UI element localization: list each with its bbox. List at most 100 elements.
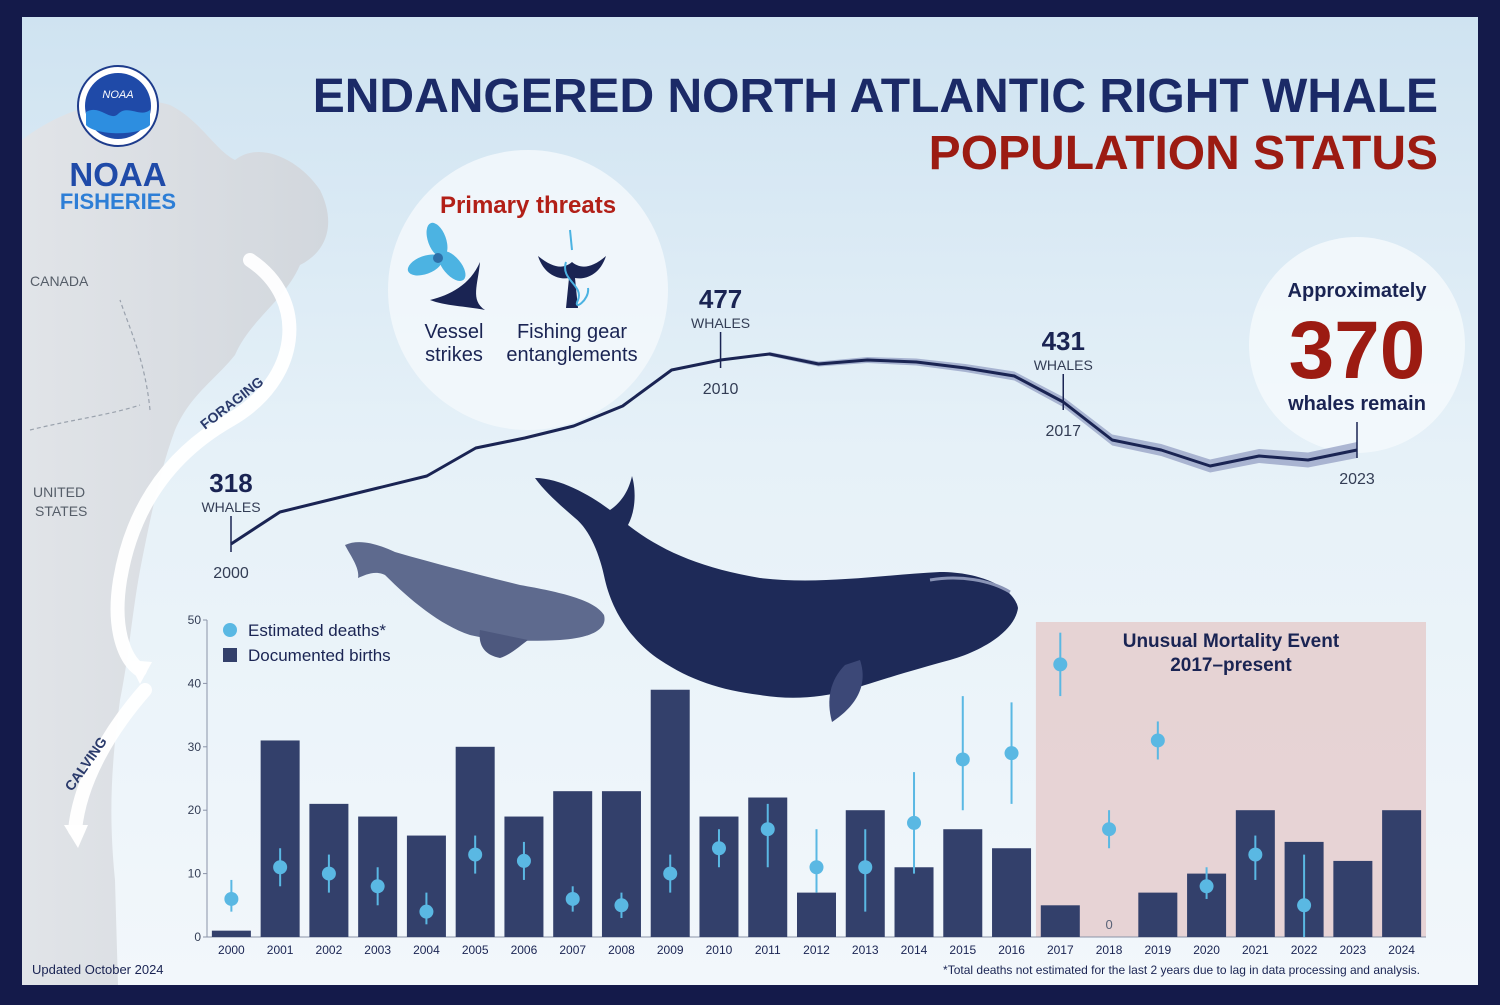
- threats-circle: [388, 150, 668, 430]
- east-coast-map: CANADA UNITED STATES FORAGING CALVING: [22, 99, 329, 986]
- birth-bar: [650, 689, 690, 937]
- birth-bar: [1138, 892, 1178, 937]
- remaining-top: Approximately: [1288, 280, 1428, 302]
- updated-date: Updated October 2024: [32, 962, 164, 977]
- whale-illustration: [345, 476, 1018, 722]
- population-value-label: 431: [1042, 326, 1085, 356]
- population-year-label: 2023: [1339, 471, 1375, 488]
- population-unit-label: WHALES: [1034, 357, 1093, 373]
- threat-vessel-line2: strikes: [425, 344, 483, 366]
- callosity-icon: [929, 576, 1011, 594]
- threat-vessel-line1: Vessel: [425, 321, 484, 343]
- whales-remaining-panel: Approximately 370 whales remain: [1249, 237, 1465, 453]
- y-tick-label: 0: [194, 930, 201, 944]
- whale-tail-gear-icon: [538, 229, 606, 308]
- death-point: [370, 879, 385, 894]
- death-point: [809, 860, 824, 875]
- population-line: [230, 352, 1358, 546]
- population-unit-label: WHALES: [691, 315, 750, 331]
- x-tick-label: 2014: [901, 943, 928, 957]
- x-tick-label: 2022: [1291, 943, 1318, 957]
- remaining-number: 370: [1289, 305, 1426, 396]
- x-tick-label: 2010: [706, 943, 733, 957]
- y-tick-label: 20: [188, 803, 202, 817]
- death-point: [614, 898, 629, 913]
- x-tick-label: 2006: [511, 943, 538, 957]
- calf-fin-icon: [479, 630, 528, 658]
- remaining-bottom: whales remain: [1287, 393, 1426, 415]
- map-label-united: UNITED: [33, 484, 85, 500]
- population-year-label: 2010: [703, 381, 739, 398]
- x-tick-label: 2018: [1096, 943, 1123, 957]
- logo-noaa: NOAA: [69, 156, 166, 193]
- legend-deaths-marker: [223, 623, 237, 637]
- birth-bar: [1382, 810, 1422, 937]
- death-point: [1150, 733, 1165, 748]
- birth-bar: [1333, 860, 1373, 937]
- birth-bar: [796, 892, 837, 937]
- arrowhead-icon: [128, 660, 152, 684]
- threat-gear-line2: entanglements: [506, 344, 637, 366]
- x-tick-label: 2005: [462, 943, 489, 957]
- threats-title: Primary threats: [440, 192, 616, 219]
- death-point: [565, 891, 580, 906]
- page-title: ENDANGERED NORTH ATLANTIC RIGHT WHALE: [313, 70, 1438, 123]
- map-label-canada: CANADA: [30, 273, 89, 289]
- y-tick-label: 40: [188, 676, 202, 690]
- death-point: [1199, 879, 1214, 894]
- adult-whale-icon: [535, 476, 1018, 698]
- death-point: [1248, 847, 1263, 862]
- birth-bar: [211, 930, 251, 937]
- death-point: [1102, 822, 1117, 837]
- seagull-wave-icon: [86, 109, 150, 134]
- death-point: [858, 860, 873, 875]
- arrowhead-icon: [64, 825, 88, 848]
- population-unit-label: WHALES: [201, 499, 260, 515]
- x-tick-label: 2008: [608, 943, 635, 957]
- death-point: [273, 860, 288, 875]
- birth-bar: [894, 867, 934, 937]
- logo-fisheries: FISHERIES: [60, 189, 176, 214]
- death-point: [516, 853, 531, 868]
- logo-badge: NOAA: [102, 89, 133, 101]
- death-point: [1053, 657, 1068, 672]
- population-line-chart: 2000318WHALES2010477WHALES2017431WHALES2…: [201, 284, 1374, 582]
- legend-births-label: Documented births: [248, 646, 391, 665]
- remaining-circle: [1249, 237, 1465, 453]
- death-point: [321, 866, 336, 881]
- population-value-label: 318: [209, 468, 252, 498]
- birth-bar: [1040, 905, 1080, 937]
- x-tick-label: 2020: [1193, 943, 1220, 957]
- map-label-states: STATES: [35, 503, 87, 519]
- x-tick-label: 2002: [316, 943, 343, 957]
- propeller-icon: [407, 222, 485, 310]
- death-point: [1004, 746, 1019, 761]
- x-tick-label: 2011: [755, 943, 781, 957]
- legend-births-marker: [223, 648, 237, 662]
- x-tick-label: 2003: [364, 943, 391, 957]
- y-tick-label: 30: [188, 740, 202, 754]
- x-tick-label: 2016: [998, 943, 1025, 957]
- x-tick-label: 2019: [1144, 943, 1171, 957]
- noaa-logo: NOAA NOAA FISHERIES: [60, 65, 176, 214]
- x-tick-label: 2017: [1047, 943, 1074, 957]
- x-tick-label: 2009: [657, 943, 684, 957]
- legend-deaths-label: Estimated deaths*: [248, 621, 386, 640]
- y-tick-label: 50: [188, 613, 202, 627]
- death-point: [419, 904, 434, 919]
- x-tick-label: 2007: [559, 943, 586, 957]
- death-point: [1297, 898, 1312, 913]
- ume-subtitle: 2017–present: [1170, 655, 1292, 676]
- death-point: [760, 822, 775, 837]
- x-tick-label: 2004: [413, 943, 440, 957]
- x-tick-label: 2024: [1388, 943, 1415, 957]
- death-point: [224, 891, 239, 906]
- calf-whale-icon: [345, 542, 605, 641]
- population-value-label: 477: [699, 284, 742, 314]
- x-tick-label: 2023: [1340, 943, 1367, 957]
- border-line: [119, 299, 151, 411]
- ume-title: Unusual Mortality Event: [1123, 631, 1340, 652]
- y-tick-label: 10: [188, 867, 202, 881]
- calving-arrow: [68, 683, 152, 837]
